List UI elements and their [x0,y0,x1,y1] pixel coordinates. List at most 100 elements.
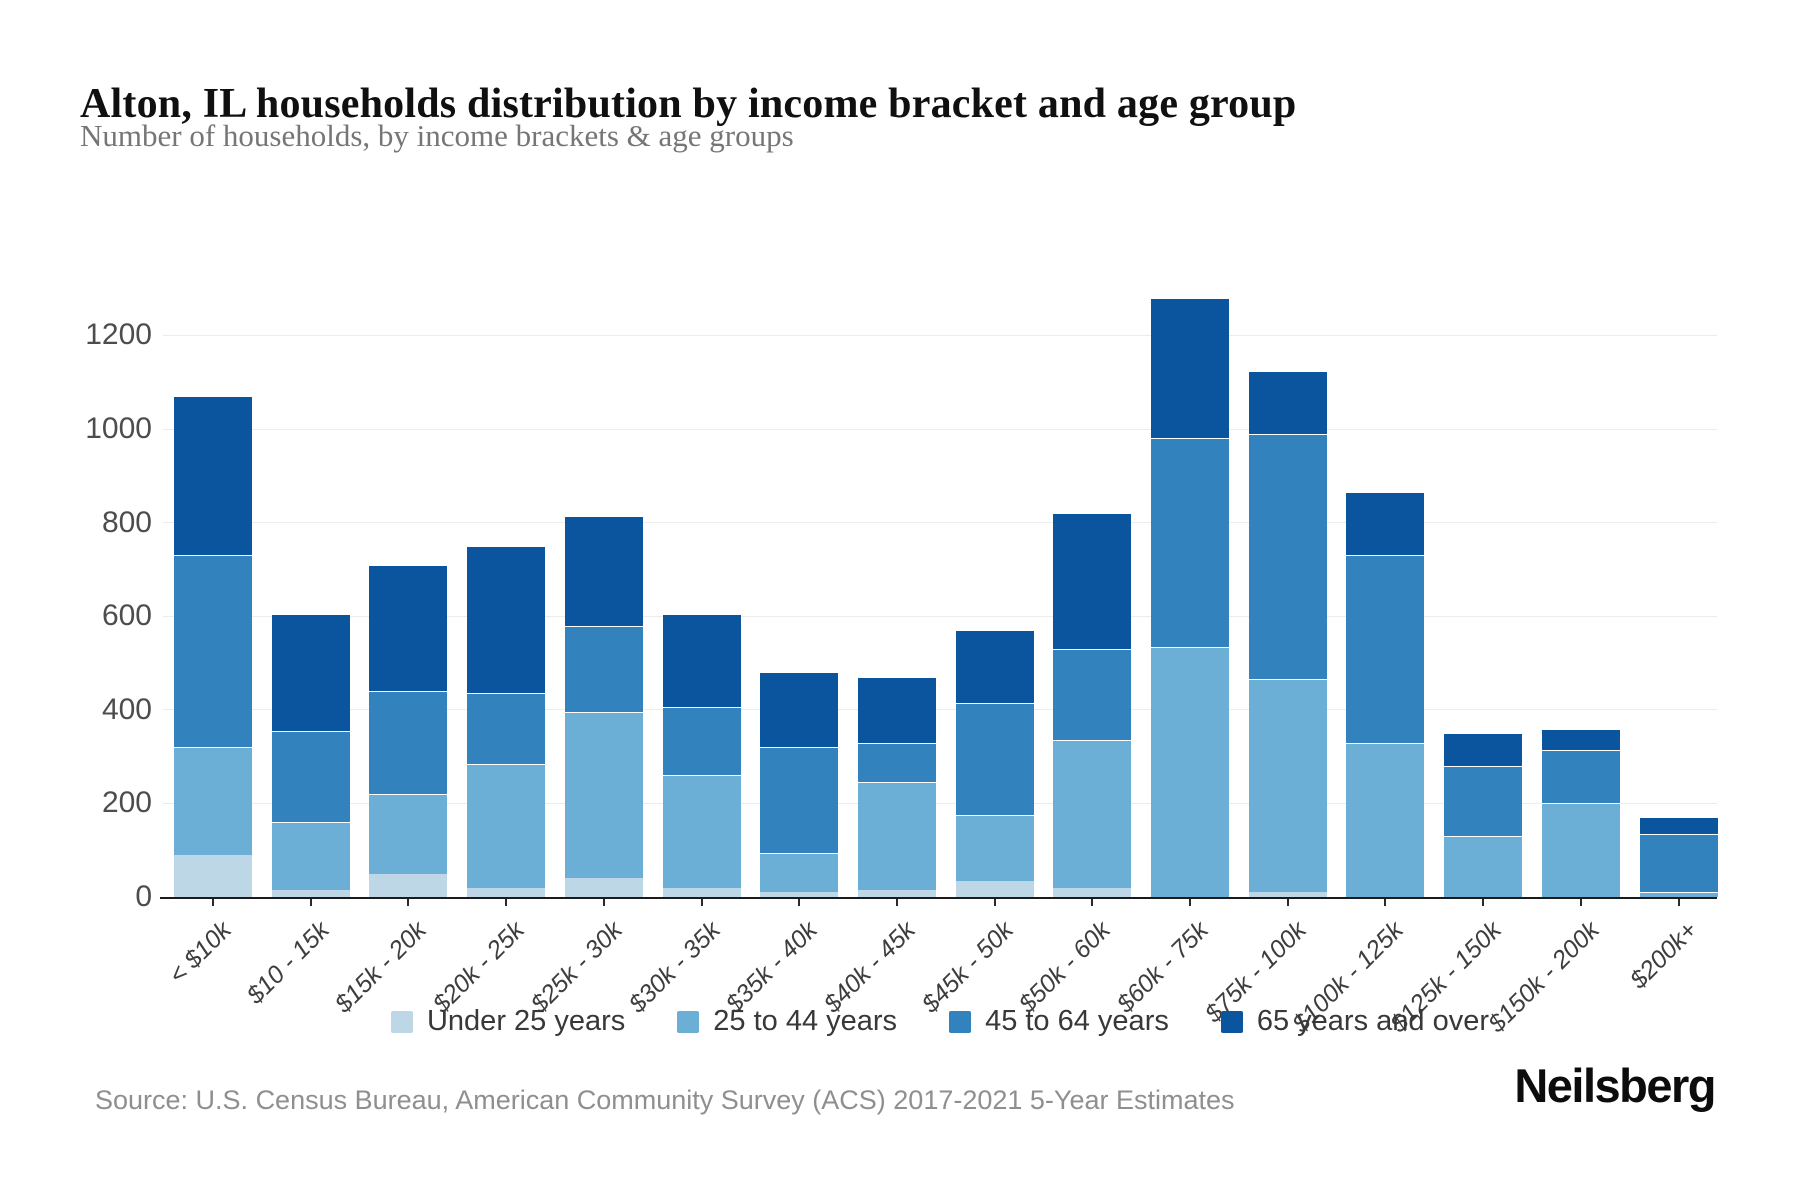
bar-segment[interactable] [271,730,350,823]
neilsberg-logo: Neilsberg [1514,1059,1716,1112]
bar-segment[interactable] [662,707,741,776]
bar-segment[interactable] [174,396,252,556]
bar-segment[interactable] [369,691,448,795]
bar-segment[interactable] [369,873,448,897]
legend-swatch [677,1010,700,1033]
bar-segment[interactable] [467,546,546,694]
bar-segment[interactable] [174,555,252,748]
bar-segment[interactable] [1639,817,1718,834]
bar-segment[interactable] [1151,297,1229,439]
bar-7[interactable] [760,672,839,897]
bar-16[interactable] [1639,817,1718,897]
x-axis-tick [700,899,703,906]
bar-15[interactable] [1541,728,1620,897]
bar-3[interactable] [369,564,448,897]
bar-segment[interactable] [1053,740,1132,888]
bar-segment[interactable] [857,677,936,743]
bar-segment[interactable] [1053,648,1132,741]
bar-segment[interactable] [174,747,252,855]
legend-item[interactable]: 65 years and over [1220,1005,1489,1038]
y-axis-tick-label: 800 [101,505,152,539]
bar-segment[interactable] [1444,765,1523,837]
bar-8[interactable] [857,677,936,897]
x-axis-tick [1482,899,1485,906]
bar-segment[interactable] [1346,492,1425,556]
bar-segment[interactable] [1541,803,1620,897]
legend-item[interactable]: 25 to 44 years [677,1005,897,1038]
bar-segment[interactable] [564,712,643,879]
bar-segment[interactable] [271,822,350,890]
bar-11[interactable] [1151,297,1229,897]
gridline [163,522,1717,524]
bar-segment[interactable] [1541,728,1620,750]
bar-segment[interactable] [955,880,1034,897]
bar-segment[interactable] [955,702,1034,816]
bar-2[interactable] [271,613,350,897]
x-axis-tick [1384,899,1387,906]
legend-item[interactable]: Under 25 years [390,1005,626,1038]
bar-segment[interactable] [1248,370,1327,434]
bar-segment[interactable] [564,515,643,626]
bar-segment[interactable] [1248,679,1327,893]
bar-1[interactable] [174,396,252,897]
x-axis-tick [1579,899,1582,906]
x-axis-tick [895,899,898,906]
bar-14[interactable] [1444,733,1523,897]
bar-segment[interactable] [271,889,350,897]
bar-segment[interactable] [955,815,1034,881]
legend-swatch [1220,1010,1243,1033]
x-axis-tick [1677,899,1680,906]
y-axis-tick-label: 1000 [85,412,152,445]
bar-segment[interactable] [369,564,448,692]
bar-segment[interactable] [564,878,643,897]
bar-segment[interactable] [857,889,936,897]
x-axis-tick [407,899,410,906]
bar-9[interactable] [955,630,1034,897]
bar-segment[interactable] [1541,749,1620,804]
bar-segment[interactable] [1151,438,1229,647]
bar-12[interactable] [1248,370,1327,897]
bar-segment[interactable] [760,852,839,893]
x-axis-tick [309,899,312,906]
bar-segment[interactable] [1053,513,1132,649]
bar-segment[interactable] [369,794,448,874]
bar-segment[interactable] [1639,892,1718,897]
bar-segment[interactable] [955,630,1034,703]
legend-item[interactable]: 45 to 64 years [949,1005,1169,1038]
bar-4[interactable] [467,546,546,897]
bar-segment[interactable] [1346,742,1425,897]
bar-segment[interactable] [1639,833,1718,893]
bar-segment[interactable] [1053,887,1132,897]
bar-5[interactable] [564,515,643,897]
bar-segment[interactable] [760,747,839,853]
bar-segment[interactable] [662,775,741,888]
x-axis-tick [505,899,508,906]
bar-segment[interactable] [174,854,252,897]
bar-segment[interactable] [467,887,546,897]
bar-segment[interactable] [1444,733,1523,766]
bar-segment[interactable] [1248,892,1327,897]
bar-segment[interactable] [1248,433,1327,680]
bar-segment[interactable] [467,693,546,764]
bar-segment[interactable] [271,613,350,731]
bar-segment[interactable] [662,613,741,708]
bar-13[interactable] [1346,492,1425,897]
y-axis-tick-label: 0 [135,880,152,913]
bar-segment[interactable] [467,763,546,888]
bar-segment[interactable] [1444,836,1523,897]
gridline [163,428,1717,430]
bar-segment[interactable] [1151,646,1229,897]
source-note: Source: U.S. Census Bureau, American Com… [95,1085,1235,1115]
chart-legend: Under 25 years 25 to 44 years 45 to 64 yea… [163,1005,1717,1038]
bar-10[interactable] [1053,513,1132,897]
bar-6[interactable] [662,613,741,897]
legend-label: Under 25 years [426,1005,626,1037]
bar-segment[interactable] [857,742,936,783]
bar-segment[interactable] [760,672,839,748]
bar-segment[interactable] [1346,555,1425,743]
bar-segment[interactable] [857,782,936,890]
bar-segment[interactable] [760,892,839,897]
bar-segment[interactable] [662,887,741,897]
bar-segment[interactable] [564,625,643,713]
